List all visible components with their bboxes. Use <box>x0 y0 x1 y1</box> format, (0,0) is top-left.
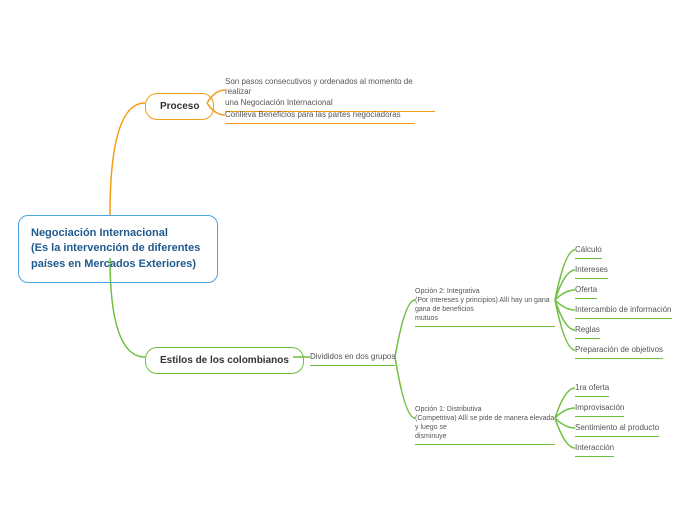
proceso-leaf-1: Son pasos consecutivos y ordenados al mo… <box>225 75 435 112</box>
opcion1-leaf-0: 1ra oferta <box>575 381 609 397</box>
root-node[interactable]: Negociación Internacional (Es la interve… <box>18 215 218 283</box>
opcion1-leaf-1: Improvisación <box>575 401 624 417</box>
root-line3: países en Mercados Exteriores) <box>31 257 205 272</box>
root-line2: (Es la intervención de diferentes <box>31 241 205 256</box>
opcion2-leaf-0: Cálculo <box>575 243 602 259</box>
opcion2-leaf-3: Intercambio de información <box>575 303 672 319</box>
estilos-node[interactable]: Estilos de los colombianos <box>145 347 304 374</box>
opcion1-leaf-3: Interacción <box>575 441 614 457</box>
opcion1-leaf-2: Sentimiento al producto <box>575 421 659 437</box>
opcion2-leaf-4: Reglas <box>575 323 600 339</box>
opcion2-leaf-2: Oferta <box>575 283 597 299</box>
proceso-node[interactable]: Proceso <box>145 93 214 120</box>
opcion2-node: Opción 2: Integrativa(Por intereses y pr… <box>415 285 555 327</box>
proceso-leaf-2: Conlleva Beneficios para las partes nego… <box>225 108 415 124</box>
root-line1: Negociación Internacional <box>31 226 205 241</box>
opcion1-node: Opción 1: Distributiva(Competitiva) Allí… <box>415 403 555 445</box>
proceso-label: Proceso <box>160 101 199 112</box>
estilos-label: Estilos de los colombianos <box>160 355 289 366</box>
opcion2-leaf-1: Intereses <box>575 263 608 279</box>
opcion2-leaf-5: Preparación de objetivos <box>575 343 663 359</box>
estilos-sub: Divididos en dos grupos <box>310 350 395 366</box>
